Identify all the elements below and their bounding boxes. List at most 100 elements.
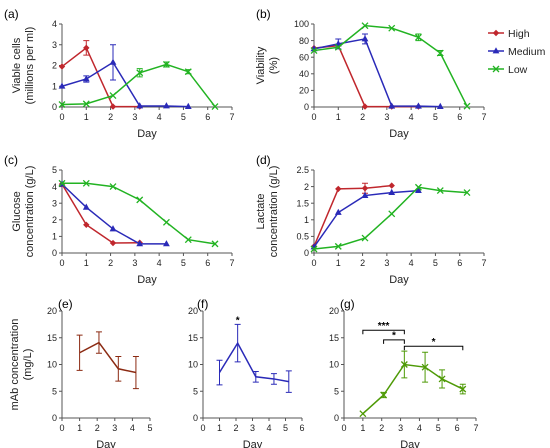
- y-axis-label: concentration (g/L): [24, 166, 36, 258]
- data-point: [136, 240, 144, 247]
- y-tick-label: 5: [52, 386, 57, 396]
- error-bar: [252, 370, 259, 383]
- y-tick-label: 2.5: [296, 165, 309, 175]
- series-line: [313, 24, 468, 107]
- y-axis-label: (millions per ml): [24, 27, 36, 105]
- data-point: [184, 68, 192, 76]
- data-point: [421, 363, 429, 371]
- series-medium: [216, 323, 292, 393]
- y-tick-label: 1: [304, 215, 309, 225]
- data-point: [58, 63, 66, 70]
- series-medium: [310, 186, 422, 250]
- y-axis-label: concentration (g/L): [268, 166, 280, 258]
- legend-item-low: Low: [488, 64, 528, 76]
- panel-f: (f) 0 1 2 3 4 5 6 0 5 10 15 20 Day *: [188, 297, 305, 448]
- y-tick-label: 5: [52, 165, 57, 175]
- series-line: [61, 46, 140, 108]
- series-line: [61, 183, 140, 244]
- x-axis-label: Day: [389, 274, 409, 286]
- data-point: [211, 103, 219, 111]
- data-point: [438, 375, 446, 383]
- x-tick-label: 4: [130, 423, 135, 433]
- x-tick-label: 7: [481, 258, 486, 268]
- series-low: [310, 22, 471, 110]
- x-tick-label: 5: [433, 258, 438, 268]
- data-point: [388, 102, 396, 109]
- data-point: [109, 183, 117, 191]
- error-bar: [76, 334, 83, 371]
- series-high: [310, 182, 395, 250]
- data-point: [334, 242, 342, 250]
- data-point: [361, 234, 369, 242]
- x-tick-label: 2: [233, 423, 238, 433]
- y-tick-label: 0: [52, 102, 57, 112]
- data-point: [334, 43, 342, 51]
- error-bar: [95, 331, 102, 354]
- x-axis-label: Day: [400, 439, 420, 448]
- y-tick-label: 2: [304, 182, 309, 192]
- y-tick-label: 1: [52, 81, 57, 91]
- series-high: [310, 42, 422, 110]
- y-tick-label: 4: [52, 182, 57, 192]
- x-tick-label: 0: [59, 258, 64, 268]
- data-point: [388, 182, 395, 189]
- panel-label: (b): [256, 7, 271, 21]
- y-tick-label: 1.5: [296, 198, 309, 208]
- panel-label: (g): [340, 297, 355, 311]
- panel-c: (c) 0 1 2 3 4 5 6 7 0 1 2 3 4 5 Day Glucose concentration…: [4, 153, 235, 286]
- data-point: [459, 385, 467, 393]
- error-bar: [115, 355, 122, 382]
- x-tick-label: 7: [473, 423, 478, 433]
- series-line: [313, 44, 419, 108]
- x-tick-label: 2: [360, 112, 365, 122]
- data-point: [82, 75, 90, 82]
- panel-label: (f): [197, 297, 208, 311]
- series-high: [76, 331, 139, 390]
- data-point: [415, 102, 422, 109]
- x-tick-label: 7: [481, 112, 486, 122]
- x-tick-label: 4: [417, 423, 422, 433]
- data-point: [83, 44, 90, 52]
- data-point: [334, 208, 342, 215]
- x-tick-label: 6: [457, 258, 462, 268]
- data-point: [162, 61, 170, 68]
- data-point: [310, 245, 318, 253]
- x-tick-label: 3: [132, 258, 137, 268]
- panel-e: (e) 0 1 2 3 4 5 0 5 10 15 20 Day mAb concentration (mg…: [9, 297, 153, 448]
- x-tick-label: 3: [132, 112, 137, 122]
- x-tick-label: 6: [299, 423, 304, 433]
- x-tick-label: 4: [157, 112, 162, 122]
- x-tick-label: 1: [77, 423, 82, 433]
- x-tick-label: 7: [229, 258, 234, 268]
- data-point: [463, 189, 471, 197]
- y-tick-label: 0: [304, 102, 309, 112]
- x-tick-label: 2: [360, 258, 365, 268]
- data-point: [463, 102, 471, 110]
- series-low: [310, 183, 471, 253]
- data-point: [136, 196, 144, 204]
- data-point: [400, 361, 408, 368]
- series-low: [58, 179, 219, 248]
- y-tick-label: 0: [304, 248, 309, 258]
- x-tick-label: 1: [84, 112, 89, 122]
- series-medium: [310, 33, 444, 109]
- data-point: [436, 49, 444, 57]
- series-line: [313, 184, 392, 247]
- error-bar: [285, 370, 292, 393]
- y-tick-label: 10: [47, 360, 57, 370]
- legend-item-medium: Medium: [488, 46, 546, 58]
- data-point: [415, 186, 422, 193]
- x-tick-label: 2: [108, 112, 113, 122]
- x-axis-label: Day: [243, 439, 263, 448]
- data-point: [162, 218, 170, 226]
- x-tick-label: 5: [181, 112, 186, 122]
- panel-label: (d): [256, 153, 271, 167]
- series-low: [58, 61, 219, 111]
- y-tick-label: 15: [329, 333, 339, 343]
- data-point: [109, 103, 117, 110]
- series-line: [362, 363, 464, 415]
